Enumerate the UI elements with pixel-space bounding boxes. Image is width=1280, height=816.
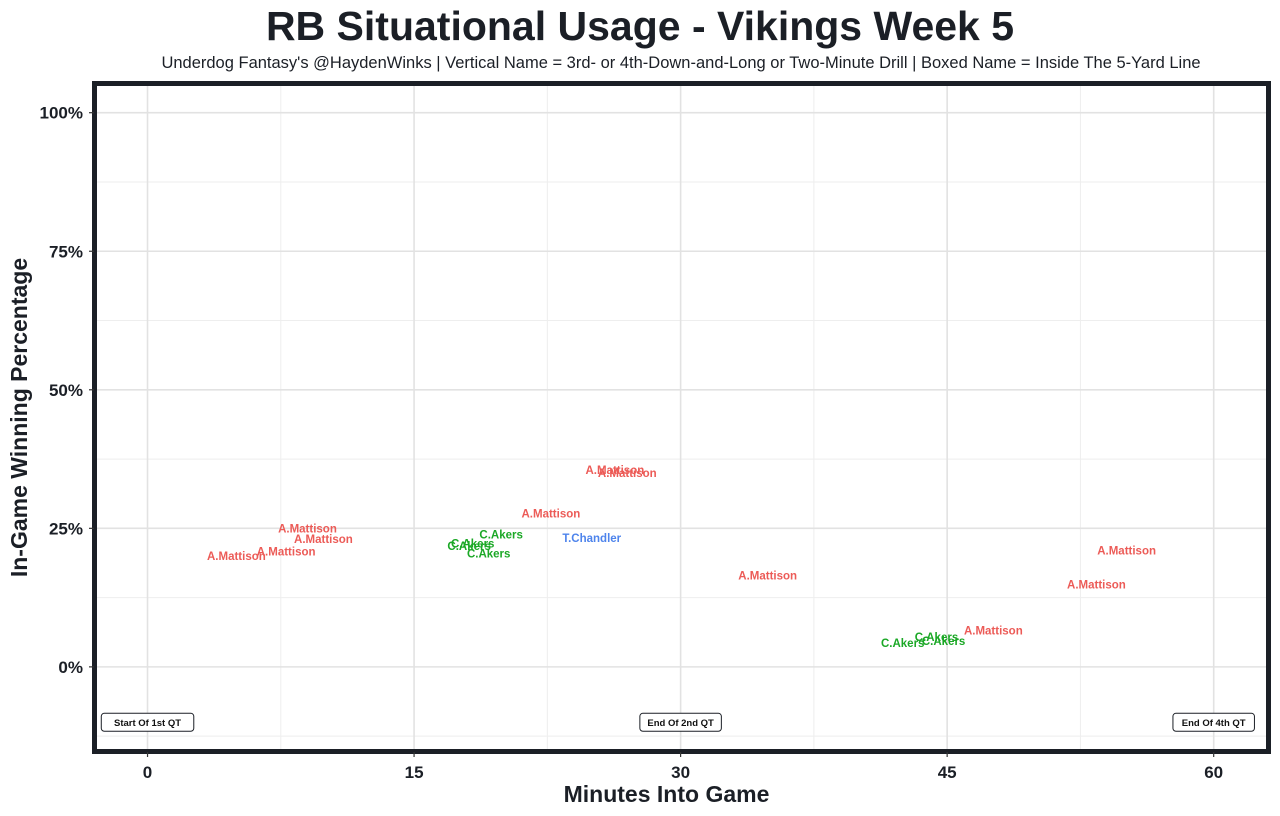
chart-subtitle: Underdog Fantasy's @HaydenWinks | Vertic… [161,54,1201,72]
x-tick-label: 60 [1204,763,1223,782]
quarter-annotation-label: End Of 4th QT [1182,718,1246,729]
data-point-label: C.Akers [467,548,510,560]
x-tick-label: 45 [938,763,957,782]
data-point-label: A.Mattison [738,570,797,582]
data-point-label: A.Mattison [522,508,581,520]
y-tick-label: 25% [49,519,83,538]
y-tick-label: 0% [58,658,83,677]
data-point-label: A.Mattison [278,523,337,535]
plot-border [92,81,1271,754]
quarter-annotation-label: End Of 2nd QT [647,718,714,729]
data-point-label: C.Akers [915,632,958,644]
data-point-label: A.Mattison [1097,546,1156,558]
data-point-label: C.Akers [479,529,522,541]
y-axis-title: In-Game Winning Percentage [6,258,32,577]
data-point-label: C.Akers [881,638,924,650]
data-point-label: C.Akers [922,636,965,648]
data-point-label: A.Mattison [257,547,316,559]
chart-title: RB Situational Usage - Vikings Week 5 [265,3,1015,49]
data-point-label: A.Mattison [585,465,644,477]
data-point-label: A.Mattison [207,551,266,563]
y-tick-label: 50% [49,381,83,400]
y-tick-label: 75% [49,242,83,261]
y-tick-label: 100% [40,104,83,123]
data-point-label: A.Mattison [294,534,353,546]
quarter-annotation-box [100,712,195,732]
data-point-label: C.Akers [447,541,490,553]
quarter-annotation-label: Start Of 1st QT [114,718,181,729]
data-point-label: A.Mattison [964,625,1023,637]
data-point-label: T.Chandler [562,533,621,545]
quarter-annotation-box [639,712,722,732]
x-tick-label: 15 [405,763,424,782]
data-point-label: A.Mattison [1067,579,1126,591]
quarter-annotation-box [1172,712,1255,732]
x-tick-label: 30 [671,763,690,782]
x-tick-label: 0 [143,763,152,782]
data-point-label: A.Mattison [598,468,657,480]
data-point-label: C.Akers [451,538,494,550]
x-axis-title: Minutes Into Game [564,781,770,807]
